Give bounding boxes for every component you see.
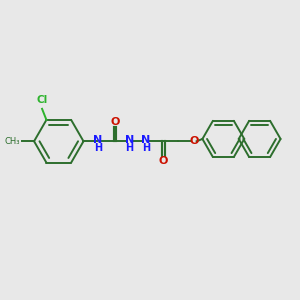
Text: O: O	[159, 156, 168, 166]
Text: H: H	[94, 143, 102, 153]
Text: N: N	[124, 135, 134, 145]
Text: O: O	[110, 117, 120, 127]
Text: Cl: Cl	[36, 95, 48, 105]
Text: H: H	[142, 143, 150, 153]
Text: N: N	[141, 135, 150, 145]
Text: CH₃: CH₃	[5, 137, 20, 146]
Text: O: O	[190, 136, 199, 146]
Text: H: H	[125, 143, 133, 153]
Text: N: N	[93, 135, 103, 145]
